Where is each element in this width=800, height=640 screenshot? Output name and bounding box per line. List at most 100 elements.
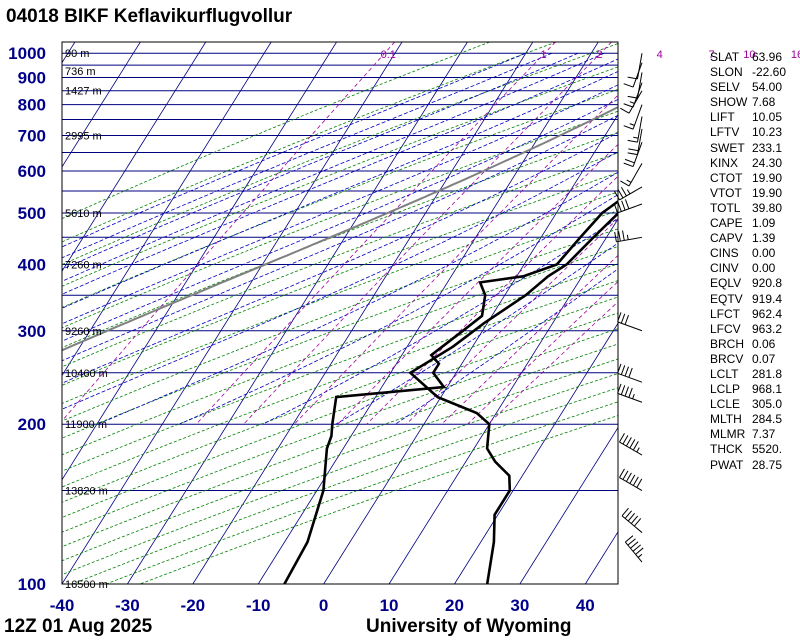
wind-barb: [614, 186, 643, 201]
isotherm-line: [62, 42, 272, 377]
temperature-profile: [408, 211, 618, 584]
barb-flag: [619, 468, 625, 478]
moist-adiabat-line: [262, 217, 618, 425]
wind-barb: [623, 104, 643, 130]
index-name: KINX: [710, 155, 739, 170]
index-name: LFTV: [710, 125, 740, 140]
index-value: 919.4: [752, 291, 783, 306]
index-row: BRCV 0.07: [710, 352, 786, 367]
index-value: 0.00: [752, 261, 776, 276]
index-row: LCLP 968.1: [710, 382, 786, 397]
moist-adiabat-line: [62, 52, 579, 270]
dry-adiabat-line: [62, 152, 618, 368]
wind-barb: [619, 468, 643, 491]
index-value: 963.2: [752, 321, 783, 336]
wind-barb: [621, 507, 643, 533]
temperature-tick-label: 20: [445, 596, 464, 615]
index-name: LCLE: [710, 397, 741, 412]
isotherm-line: [323, 114, 618, 584]
index-name: PWAT: [710, 457, 744, 472]
barb-staff: [632, 62, 643, 88]
index-value: 962.4: [752, 306, 783, 321]
barb-flag: [624, 315, 629, 325]
dry-adiabat-line: [105, 401, 618, 584]
index-value: 0.06: [752, 336, 776, 351]
index-name: CINV: [710, 261, 739, 276]
barb-flag: [632, 441, 639, 451]
dry-adiabat-line: [62, 228, 618, 439]
index-name: LCLT: [710, 366, 739, 381]
index-row: LIFT 10.05: [710, 110, 786, 125]
dry-adiabat-line: [62, 263, 618, 472]
barb-flag: [618, 231, 621, 242]
index-value: 63.96: [752, 50, 783, 64]
barb-flag: [621, 507, 629, 517]
barb-flag: [627, 152, 638, 156]
height-label: 7260 m: [65, 259, 102, 271]
barb-flag: [627, 538, 636, 546]
pressure-label: 1000: [8, 44, 46, 63]
grid-lines: [62, 42, 618, 584]
index-name: SLON: [710, 65, 743, 80]
barb-staff: [628, 163, 643, 187]
pressure-label: 300: [18, 322, 46, 341]
barb-staff: [632, 104, 643, 130]
index-value: 0.00: [752, 246, 776, 261]
barb-flag: [620, 385, 626, 395]
index-row: VTOT 19.90: [710, 186, 786, 201]
moist-adiabat-line: [62, 132, 618, 384]
plot-frame: [61, 41, 619, 585]
index-row: EQTV 919.4: [710, 292, 786, 307]
barb-flag: [627, 513, 636, 522]
isotherm-line: [62, 42, 403, 584]
index-value: 920.8: [752, 276, 783, 291]
moist-adiabat-line: [62, 58, 618, 295]
pressure-label: 700: [18, 126, 46, 145]
barb-half-flag: [629, 123, 635, 126]
dry-adiabat-line: [62, 296, 618, 503]
isotherm-line: [388, 218, 618, 584]
index-name: SLAT: [710, 50, 740, 64]
stability-indices: SLAT 63.96 SLON -22.60 SELV 54.00 SHOW 7.68 LIFT…: [710, 50, 786, 473]
index-value: 39.80: [752, 200, 783, 215]
index-row: LFTV 10.23: [710, 125, 786, 140]
moist-adiabat-line: [62, 99, 618, 342]
dewpoint-profile: [283, 199, 618, 584]
index-name: EQTV: [710, 291, 743, 306]
pressure-label: 800: [18, 96, 46, 115]
wind-barb: [627, 53, 643, 80]
mixing-ratio-line: [243, 42, 612, 425]
index-value: 284.5: [752, 412, 783, 427]
mixing-ratio-line: [294, 94, 618, 425]
barb-flag: [622, 435, 629, 445]
index-value: 54.00: [752, 80, 783, 95]
barb-flag: [632, 476, 639, 486]
dry-adiabat-line: [62, 172, 618, 386]
barb-flag: [627, 139, 638, 143]
temperature-tick-label: -30: [115, 596, 140, 615]
pressure-label: 500: [18, 204, 46, 223]
barb-flag: [635, 547, 644, 555]
isotherm-line: [62, 42, 337, 481]
height-label: 9260 m: [65, 326, 102, 338]
index-value: 5520.: [752, 442, 783, 457]
mixing-ratio-label: 2: [596, 49, 602, 61]
index-row: LCLE 305.0: [710, 397, 786, 412]
index-row: CINV 0.00: [710, 261, 786, 276]
barb-half-flag: [636, 447, 640, 453]
wind-barb: [623, 62, 643, 88]
barb-staff: [636, 116, 643, 143]
barb-flag: [628, 148, 639, 152]
dry-adiabat-line: [62, 43, 618, 266]
index-name: CAPV: [710, 231, 743, 246]
height-label: 16500 m: [65, 579, 108, 591]
barb-flag: [625, 437, 632, 447]
sounding-profiles: [62, 106, 618, 584]
index-row: CAPE 1.09: [710, 216, 786, 231]
parcel-path: [62, 106, 618, 352]
barb-flag: [617, 201, 622, 212]
temperature-tick-label: 0: [319, 596, 328, 615]
moist-adiabat-line: [62, 52, 526, 248]
index-row: MLTH 284.5: [710, 412, 786, 427]
barb-flag: [619, 433, 625, 443]
